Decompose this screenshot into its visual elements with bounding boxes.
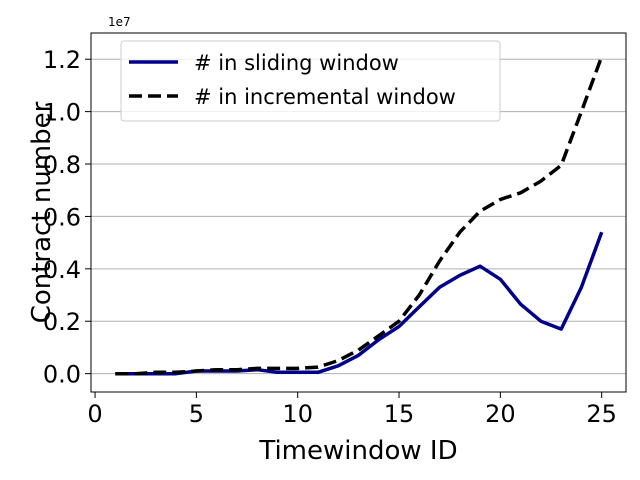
legend-label: # in incremental window — [194, 85, 456, 109]
legend-box — [120, 40, 501, 122]
x-tick-label: 0 — [87, 400, 102, 428]
x-tick-label: 10 — [282, 400, 313, 428]
series-line-incremental-window — [115, 55, 604, 376]
y-tick-label: 0.2 — [43, 308, 81, 336]
y-axis-offset-label: 1e7 — [108, 15, 131, 29]
x-axis-ticks: 0 5 10 15 20 25 — [87, 392, 617, 428]
y-tick-label: 0.6 — [43, 203, 81, 231]
y-tick-label: 0.0 — [43, 361, 81, 389]
y-axis-label: Contract number — [27, 101, 57, 323]
y-tick-label: 1.0 — [43, 99, 81, 127]
x-tick-label: 25 — [586, 400, 617, 428]
series-line-sliding-window — [115, 231, 604, 376]
y-tick-label: 1.2 — [43, 46, 81, 74]
legend-label: # in sliding window — [194, 51, 399, 75]
series-lines — [115, 55, 604, 376]
y-tick-label: 0.8 — [43, 151, 81, 179]
x-tick-label: 5 — [189, 400, 204, 428]
x-tick-label: 20 — [485, 400, 516, 428]
plot-frame — [90, 32, 627, 393]
y-axis-ticks: 0.0 0.2 0.4 0.6 0.8 1.0 1.2 — [43, 46, 91, 389]
x-tick-label: 15 — [384, 400, 415, 428]
y-tick-label: 0.4 — [43, 256, 81, 284]
legend: # in sliding window # in incremental wind… — [120, 40, 501, 122]
x-axis-label: Timewindow ID — [258, 436, 457, 466]
